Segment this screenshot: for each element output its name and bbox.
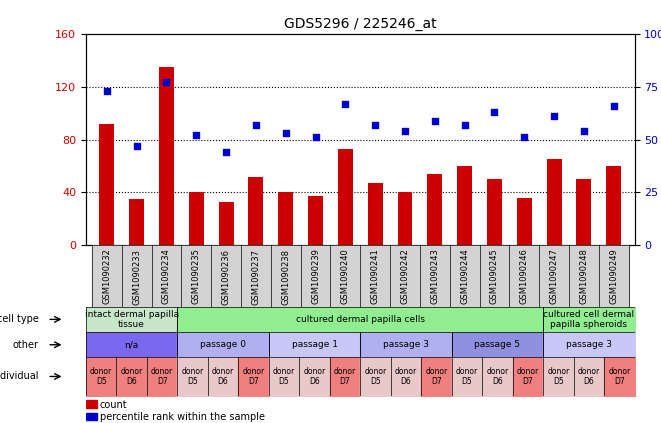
Bar xyxy=(219,202,233,245)
Point xyxy=(370,121,381,128)
Text: donor
D7: donor D7 xyxy=(608,367,631,386)
Text: GSM1090237: GSM1090237 xyxy=(251,248,260,305)
Text: GSM1090242: GSM1090242 xyxy=(401,248,409,304)
Bar xyxy=(308,196,323,245)
Text: percentile rank within the sample: percentile rank within the sample xyxy=(100,412,264,423)
Text: GSM1090234: GSM1090234 xyxy=(162,248,171,305)
Point xyxy=(430,117,440,124)
Bar xyxy=(129,199,144,245)
Bar xyxy=(517,198,531,245)
Text: GSM1090249: GSM1090249 xyxy=(609,248,618,304)
Text: GSM1090244: GSM1090244 xyxy=(460,248,469,304)
Text: cultured cell dermal
papilla spheroids: cultured cell dermal papilla spheroids xyxy=(543,310,635,329)
Text: GSM1090239: GSM1090239 xyxy=(311,248,320,305)
Text: other: other xyxy=(13,340,38,350)
Bar xyxy=(368,183,383,245)
Text: GSM1090236: GSM1090236 xyxy=(221,248,231,305)
Text: donor
D6: donor D6 xyxy=(303,367,326,386)
Text: donor
D6: donor D6 xyxy=(120,367,143,386)
Text: n/a: n/a xyxy=(124,340,139,349)
Bar xyxy=(249,177,263,245)
Bar xyxy=(606,166,621,245)
Text: passage 3: passage 3 xyxy=(566,340,612,349)
Bar xyxy=(397,192,412,245)
Point xyxy=(340,100,350,107)
Point xyxy=(102,88,112,94)
Bar xyxy=(99,124,114,245)
Point xyxy=(400,128,410,135)
Text: intact dermal papilla
tissue: intact dermal papilla tissue xyxy=(85,310,178,329)
Text: cultured dermal papilla cells: cultured dermal papilla cells xyxy=(295,315,425,324)
Text: GSM1090247: GSM1090247 xyxy=(549,248,559,305)
Text: GSM1090235: GSM1090235 xyxy=(192,248,201,305)
Text: GSM1090246: GSM1090246 xyxy=(520,248,529,305)
Point xyxy=(280,130,291,137)
Point xyxy=(459,121,470,128)
Text: donor
D7: donor D7 xyxy=(517,367,539,386)
Text: passage 3: passage 3 xyxy=(383,340,429,349)
Point xyxy=(191,132,202,139)
Point xyxy=(578,128,589,135)
Point xyxy=(519,134,529,141)
Text: passage 0: passage 0 xyxy=(200,340,246,349)
Point xyxy=(549,113,559,120)
Text: donor
D6: donor D6 xyxy=(212,367,234,386)
Bar xyxy=(487,179,502,245)
Bar xyxy=(338,149,353,245)
Text: GSM1090241: GSM1090241 xyxy=(371,248,379,304)
Text: donor
D7: donor D7 xyxy=(151,367,173,386)
Text: donor
D5: donor D5 xyxy=(90,367,112,386)
Bar xyxy=(86,400,97,408)
Bar xyxy=(86,413,97,420)
Bar xyxy=(576,179,592,245)
Text: GSM1090240: GSM1090240 xyxy=(341,248,350,304)
Point xyxy=(251,121,261,128)
Text: GSM1090238: GSM1090238 xyxy=(281,248,290,305)
Bar xyxy=(427,174,442,245)
Text: GSM1090248: GSM1090248 xyxy=(580,248,588,305)
Text: donor
D5: donor D5 xyxy=(456,367,478,386)
Bar xyxy=(547,159,561,245)
Bar xyxy=(457,166,472,245)
Bar xyxy=(189,192,204,245)
Text: donor
D5: donor D5 xyxy=(364,367,387,386)
Text: donor
D5: donor D5 xyxy=(182,367,204,386)
Text: GSM1090233: GSM1090233 xyxy=(132,248,141,305)
Text: donor
D6: donor D6 xyxy=(578,367,600,386)
Text: count: count xyxy=(100,400,128,410)
Text: cell type: cell type xyxy=(0,314,38,324)
Text: GSM1090245: GSM1090245 xyxy=(490,248,499,304)
Text: donor
D7: donor D7 xyxy=(425,367,447,386)
Text: donor
D7: donor D7 xyxy=(243,367,264,386)
Text: GSM1090243: GSM1090243 xyxy=(430,248,440,305)
Text: GSM1090232: GSM1090232 xyxy=(102,248,111,305)
Bar xyxy=(278,192,293,245)
Point xyxy=(161,79,172,86)
Point xyxy=(221,149,231,156)
Text: donor
D7: donor D7 xyxy=(334,367,356,386)
Text: donor
D5: donor D5 xyxy=(273,367,295,386)
Text: donor
D6: donor D6 xyxy=(486,367,508,386)
Text: passage 1: passage 1 xyxy=(292,340,338,349)
Title: GDS5296 / 225246_at: GDS5296 / 225246_at xyxy=(284,17,436,31)
Bar xyxy=(159,67,174,245)
Text: individual: individual xyxy=(0,371,38,382)
Text: donor
D5: donor D5 xyxy=(547,367,570,386)
Point xyxy=(608,102,619,109)
Point xyxy=(132,143,142,149)
Text: donor
D6: donor D6 xyxy=(395,367,417,386)
Point xyxy=(489,109,500,115)
Point xyxy=(310,134,321,141)
Text: passage 5: passage 5 xyxy=(475,340,520,349)
